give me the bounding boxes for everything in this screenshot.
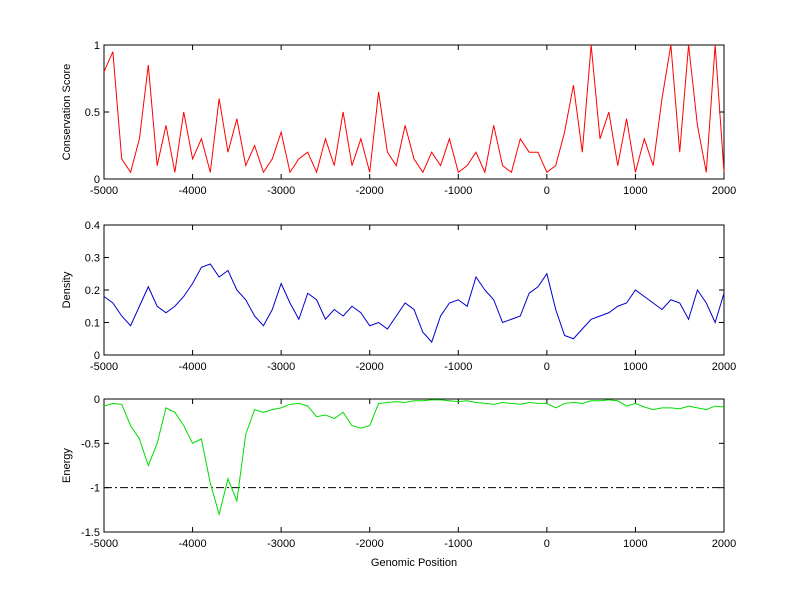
y-axis-label: Conservation Score: [61, 64, 73, 161]
x-tick-label: 1000: [623, 361, 647, 373]
x-tick-label: 0: [544, 538, 550, 550]
x-tick-label: 1000: [623, 185, 647, 197]
x-tick-label: -3000: [267, 185, 295, 197]
y-tick-label: -1.5: [81, 527, 100, 539]
axes-box: [103, 224, 725, 356]
x-tick-label: -2000: [356, 361, 384, 373]
x-tick-label: -4000: [179, 185, 207, 197]
x-tick-label: -3000: [267, 361, 295, 373]
axes-box: [103, 398, 725, 533]
y-tick-label: 1: [94, 40, 100, 52]
x-tick-label: -2000: [356, 185, 384, 197]
y-tick-label: 0.4: [85, 220, 100, 232]
x-tick-label: 2000: [712, 361, 736, 373]
x-tick-label: 1000: [623, 538, 647, 550]
y-tick-label: 0.3: [85, 253, 100, 265]
y-axis-label: Density: [61, 271, 73, 308]
x-tick-label: -1000: [444, 361, 472, 373]
x-tick-label: 2000: [712, 185, 736, 197]
x-tick-label: -5000: [90, 185, 118, 197]
x-tick-label: -4000: [179, 538, 207, 550]
x-tick-label: -5000: [90, 361, 118, 373]
y-tick-label: 0: [94, 394, 100, 406]
y-tick-label: 0.1: [85, 318, 100, 330]
x-axis-label: Genomic Position: [371, 557, 457, 569]
y-tick-label: 0: [94, 174, 100, 186]
y-tick-label: -0.5: [81, 438, 100, 450]
data-line: [103, 263, 725, 343]
x-tick-label: -4000: [179, 361, 207, 373]
x-tick-label: -1000: [444, 538, 472, 550]
x-tick-label: 2000: [712, 538, 736, 550]
y-tick-label: 0.5: [85, 107, 100, 119]
y-axis-label: Energy: [61, 448, 73, 483]
x-tick-label: -3000: [267, 538, 295, 550]
y-tick-label: -1: [90, 483, 100, 495]
data-line: [103, 399, 725, 517]
x-tick-label: 0: [544, 361, 550, 373]
y-tick-label: 0: [94, 350, 100, 362]
x-tick-label: -1000: [444, 185, 472, 197]
axes-box: [103, 44, 725, 180]
x-tick-label: -2000: [356, 538, 384, 550]
data-line: [103, 44, 725, 174]
x-tick-label: -5000: [90, 538, 118, 550]
x-tick-label: 0: [544, 185, 550, 197]
y-tick-label: 0.2: [85, 285, 100, 297]
